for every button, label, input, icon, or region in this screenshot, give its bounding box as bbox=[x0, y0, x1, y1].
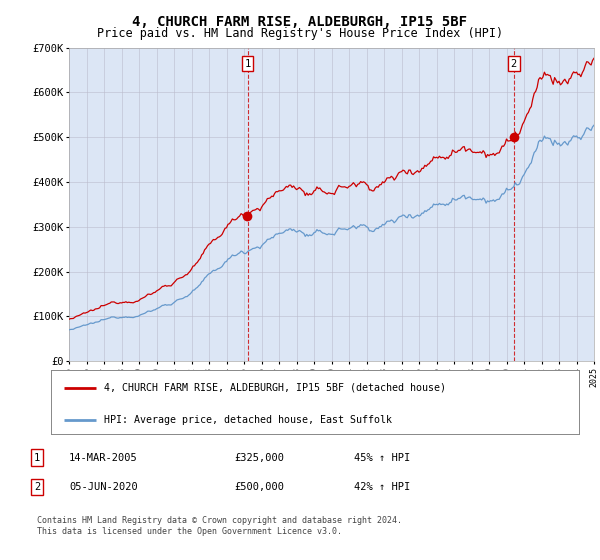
Text: 1: 1 bbox=[244, 59, 251, 68]
Text: Contains HM Land Registry data © Crown copyright and database right 2024.
This d: Contains HM Land Registry data © Crown c… bbox=[37, 516, 402, 536]
Text: 05-JUN-2020: 05-JUN-2020 bbox=[69, 482, 138, 492]
Text: £500,000: £500,000 bbox=[234, 482, 284, 492]
Text: 4, CHURCH FARM RISE, ALDEBURGH, IP15 5BF (detached house): 4, CHURCH FARM RISE, ALDEBURGH, IP15 5BF… bbox=[104, 382, 446, 393]
Text: 45% ↑ HPI: 45% ↑ HPI bbox=[354, 452, 410, 463]
Text: £325,000: £325,000 bbox=[234, 452, 284, 463]
Text: HPI: Average price, detached house, East Suffolk: HPI: Average price, detached house, East… bbox=[104, 415, 392, 425]
Text: 2: 2 bbox=[511, 59, 517, 68]
Text: 4, CHURCH FARM RISE, ALDEBURGH, IP15 5BF: 4, CHURCH FARM RISE, ALDEBURGH, IP15 5BF bbox=[133, 15, 467, 29]
Text: 1: 1 bbox=[34, 452, 40, 463]
Text: 2: 2 bbox=[34, 482, 40, 492]
Text: 42% ↑ HPI: 42% ↑ HPI bbox=[354, 482, 410, 492]
Text: Price paid vs. HM Land Registry's House Price Index (HPI): Price paid vs. HM Land Registry's House … bbox=[97, 27, 503, 40]
Text: 14-MAR-2005: 14-MAR-2005 bbox=[69, 452, 138, 463]
